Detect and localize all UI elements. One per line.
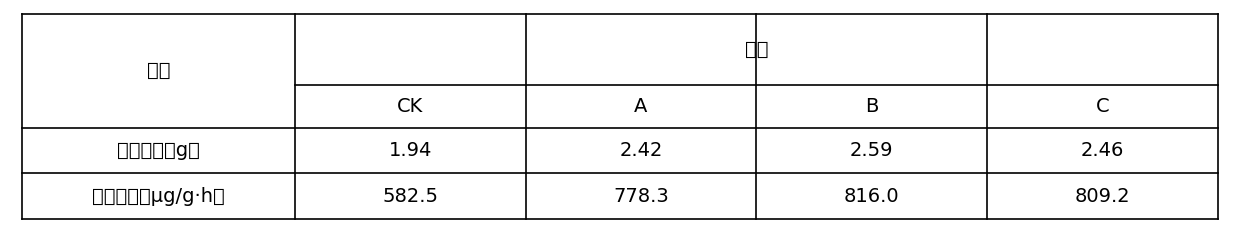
Text: 处理: 处理 xyxy=(744,40,768,59)
Text: 2.59: 2.59 xyxy=(849,141,893,160)
Text: 2.46: 2.46 xyxy=(1080,141,1123,160)
Text: 816.0: 816.0 xyxy=(843,187,899,206)
Text: 根系鲜重（g）: 根系鲜重（g） xyxy=(117,141,200,160)
Text: A: A xyxy=(634,97,647,116)
Text: 809.2: 809.2 xyxy=(1075,187,1130,206)
Text: 778.3: 778.3 xyxy=(613,187,668,206)
Text: 582.5: 582.5 xyxy=(382,187,438,206)
Text: 2.42: 2.42 xyxy=(619,141,662,160)
Text: B: B xyxy=(866,97,878,116)
Text: 根系活力（μg/g·h）: 根系活力（μg/g·h） xyxy=(92,187,224,206)
Text: 1.94: 1.94 xyxy=(388,141,432,160)
Text: C: C xyxy=(1095,97,1109,116)
Text: 项目: 项目 xyxy=(146,61,170,80)
Text: CK: CK xyxy=(397,97,423,116)
